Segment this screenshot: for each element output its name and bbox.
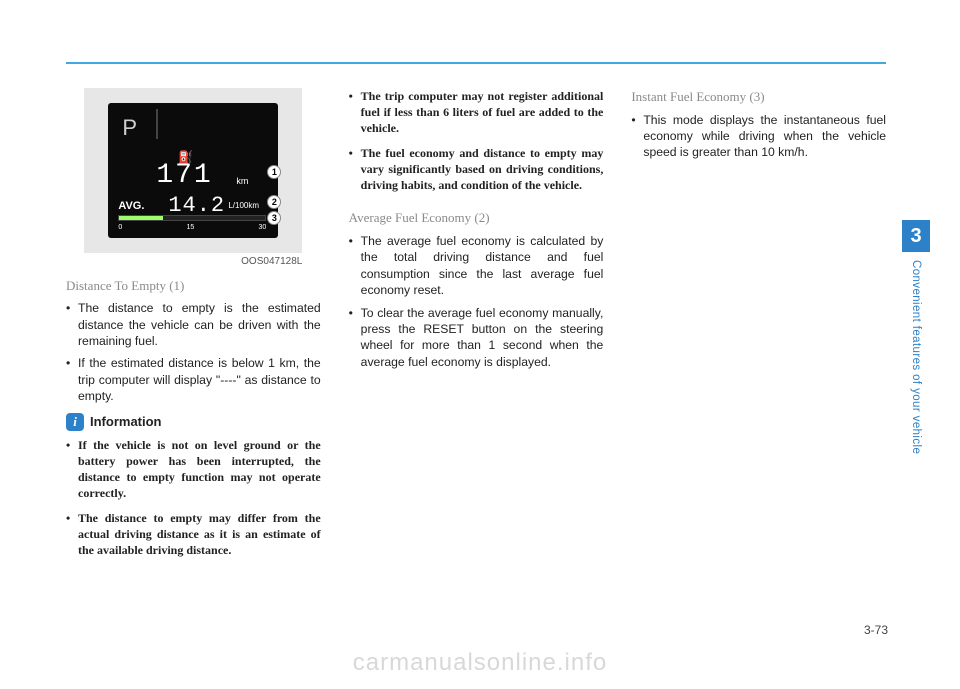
- gear-indicator: P: [122, 113, 137, 143]
- info-title-row: i Information: [66, 413, 321, 431]
- info-bullet-2: The distance to empty may differ from th…: [66, 510, 321, 559]
- dte-bullet-2: If the estimated distance is below 1 km,…: [66, 355, 321, 404]
- economy-scale: 0 15 30: [118, 223, 266, 232]
- info-list-col1: If the vehicle is not on level ground or…: [66, 437, 321, 558]
- info-icon: i: [66, 413, 84, 431]
- callout-3: 3: [267, 211, 281, 225]
- instant-bullet-1: This mode displays the instantaneous fue…: [631, 112, 886, 161]
- info-list-col2: The trip computer may not register addit…: [349, 88, 604, 193]
- instrument-cluster: P ⛽ 171 km AVG. 14.2 L/100km 0 15 30 1 2: [108, 103, 278, 238]
- info-bullet-3: The trip computer may not register addit…: [349, 88, 604, 137]
- info-bullet-4: The fuel economy and distance to empty m…: [349, 145, 604, 194]
- column-1: P ⛽ 171 km AVG. 14.2 L/100km 0 15 30 1 2: [66, 88, 321, 628]
- instant-list: This mode displays the instantaneous fue…: [631, 112, 886, 161]
- info-bullet-1: If the vehicle is not on level ground or…: [66, 437, 321, 502]
- economy-bar: [118, 215, 266, 221]
- figure-container: P ⛽ 171 km AVG. 14.2 L/100km 0 15 30 1 2: [84, 88, 302, 269]
- chapter-title: Convenient features of your vehicle: [910, 260, 922, 454]
- figure-bg: P ⛽ 171 km AVG. 14.2 L/100km 0 15 30 1 2: [84, 88, 302, 253]
- info-label: Information: [90, 413, 162, 431]
- page-number: 3-73: [864, 623, 888, 637]
- figure-code: OOS047128L: [84, 255, 302, 269]
- avg-label: AVG.: [118, 199, 144, 214]
- avg-bullet-1: The average fuel economy is calculated b…: [349, 233, 604, 299]
- scale-mid: 15: [186, 223, 194, 232]
- page-content: P ⛽ 171 km AVG. 14.2 L/100km 0 15 30 1 2: [66, 88, 886, 628]
- scale-max: 30: [259, 223, 267, 232]
- heading-avg: Average Fuel Economy (2): [349, 209, 604, 227]
- avg-list: The average fuel economy is calculated b…: [349, 233, 604, 371]
- avg-unit: L/100km: [228, 201, 259, 212]
- callout-1: 1: [267, 165, 281, 179]
- dte-bullet-1: The distance to empty is the estimated d…: [66, 300, 321, 349]
- heading-instant: Instant Fuel Economy (3): [631, 88, 886, 106]
- dte-list: The distance to empty is the estimated d…: [66, 300, 321, 405]
- scale-min: 0: [118, 223, 122, 232]
- dte-value: 171: [156, 157, 212, 195]
- column-3: Instant Fuel Economy (3) This mode displ…: [631, 88, 886, 628]
- dte-unit: km: [236, 175, 248, 187]
- column-2: The trip computer may not register addit…: [349, 88, 604, 628]
- info-block: i Information If the vehicle is not on l…: [66, 413, 321, 558]
- avg-bullet-2: To clear the average fuel economy manual…: [349, 305, 604, 371]
- top-rule: [66, 62, 886, 64]
- watermark: carmanualsonline.info: [0, 649, 960, 677]
- cluster-divider: [156, 109, 158, 139]
- callout-2: 2: [267, 195, 281, 209]
- side-tab: 3 Convenient features of your vehicle: [902, 220, 930, 454]
- chapter-number: 3: [902, 220, 930, 252]
- heading-dte: Distance To Empty (1): [66, 277, 321, 295]
